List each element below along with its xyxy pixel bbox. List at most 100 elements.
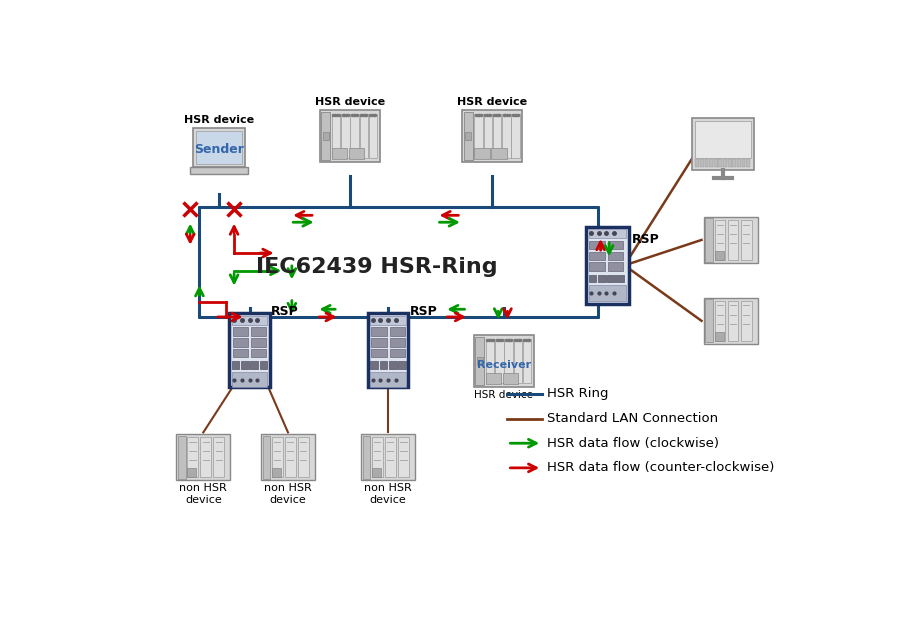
Bar (493, 113, 501, 158)
Bar (589, 285, 626, 301)
Bar (390, 349, 405, 357)
Bar (696, 159, 699, 167)
Text: HSR device: HSR device (474, 390, 533, 400)
Bar (718, 159, 723, 167)
Bar (232, 361, 239, 369)
Bar (491, 148, 507, 159)
Bar (590, 252, 605, 260)
Bar (200, 437, 211, 477)
Bar (251, 338, 266, 347)
Bar (465, 132, 472, 140)
Text: non HSR
device: non HSR device (179, 483, 227, 505)
Bar (715, 332, 724, 341)
Text: RSP: RSP (632, 233, 660, 246)
Bar (706, 218, 713, 262)
Bar (696, 121, 751, 157)
Bar (350, 113, 359, 158)
Bar (523, 339, 531, 383)
Bar (704, 298, 758, 344)
Bar (608, 275, 615, 282)
Bar (486, 339, 494, 383)
Bar (187, 437, 198, 477)
Bar (368, 314, 408, 387)
Bar (241, 361, 248, 369)
Bar (598, 275, 606, 282)
Bar (590, 241, 605, 249)
Bar (187, 468, 196, 477)
Bar (741, 220, 751, 260)
Bar (232, 349, 248, 357)
Bar (349, 148, 364, 159)
Bar (728, 220, 738, 260)
Bar (728, 301, 738, 341)
Bar (251, 349, 266, 357)
Text: HSR device: HSR device (314, 97, 384, 107)
Bar (176, 434, 230, 480)
Bar (190, 167, 248, 174)
Bar (398, 361, 406, 369)
Bar (361, 434, 415, 480)
Bar (390, 327, 405, 336)
Bar (371, 327, 387, 336)
Bar (380, 361, 387, 369)
Bar (259, 361, 267, 369)
Bar (483, 113, 492, 158)
Bar (473, 335, 534, 387)
Bar (232, 316, 267, 325)
Bar (608, 262, 624, 271)
Bar (608, 252, 624, 260)
Bar (704, 217, 758, 263)
Bar (320, 110, 380, 162)
Bar (390, 338, 405, 347)
Text: Receiver: Receiver (476, 360, 531, 370)
Bar (363, 435, 371, 479)
Bar (616, 275, 624, 282)
Bar (389, 361, 397, 369)
Bar (715, 220, 725, 260)
Bar (178, 435, 185, 479)
Bar (474, 113, 482, 158)
Bar (514, 339, 522, 383)
Bar (250, 361, 258, 369)
Bar (371, 372, 406, 388)
Bar (504, 339, 513, 383)
Bar (398, 437, 409, 477)
Bar (272, 468, 281, 477)
Bar (587, 227, 629, 304)
Bar (263, 435, 270, 479)
Bar (372, 437, 382, 477)
Bar (372, 468, 382, 477)
Bar (714, 159, 717, 167)
Bar (502, 113, 510, 158)
Bar (261, 434, 315, 480)
Bar (251, 327, 266, 336)
Bar (503, 373, 518, 384)
Bar (709, 159, 713, 167)
Bar (486, 373, 501, 384)
Bar (728, 159, 732, 167)
Bar (232, 327, 248, 336)
Bar (475, 337, 484, 384)
Bar (715, 301, 725, 341)
Bar (371, 349, 387, 357)
Bar (746, 159, 750, 167)
Text: IEC62439 HSR-Ring: IEC62439 HSR-Ring (256, 257, 498, 277)
Text: RSP: RSP (410, 304, 437, 317)
Text: HSR data flow (counter-clockwise): HSR data flow (counter-clockwise) (547, 461, 775, 474)
Bar (332, 148, 347, 159)
Bar (700, 159, 704, 167)
Bar (705, 159, 708, 167)
Bar (369, 113, 377, 158)
Bar (371, 361, 378, 369)
Bar (511, 113, 520, 158)
Bar (298, 437, 309, 477)
Bar (742, 159, 745, 167)
Bar (332, 113, 340, 158)
Text: RSP: RSP (271, 304, 299, 317)
Text: non HSR
device: non HSR device (364, 483, 412, 505)
Bar (213, 437, 224, 477)
Bar (285, 437, 296, 477)
Bar (715, 250, 724, 260)
Bar (590, 262, 605, 271)
Bar (733, 159, 736, 167)
